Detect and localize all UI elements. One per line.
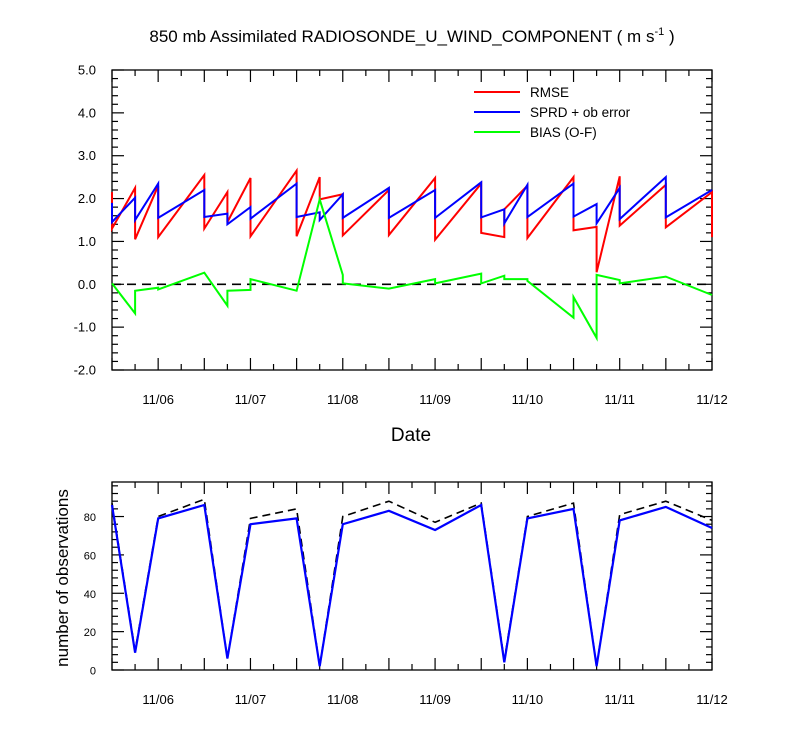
bottom-x-tick-label: 11/12: [696, 692, 728, 707]
top-legend: RMSE SPRD + ob error BIAS (O-F): [474, 85, 631, 140]
bottom-series-assimilated-line: [110, 503, 713, 667]
figure-title-superscript: -1: [654, 26, 664, 38]
bottom-y-axis-label: number of observations: [53, 489, 72, 667]
bottom-plot-frame: [111, 481, 713, 671]
top-x-tick-label: 11/09: [419, 392, 451, 407]
figure-title-end: ): [664, 27, 674, 46]
top-y-tick-label: -1.0: [74, 320, 96, 335]
legend-label: SPRD + ob error: [530, 105, 631, 120]
top-series-bias-o-f-line: [111, 195, 713, 342]
top-x-tick-label: 11/10: [512, 392, 544, 407]
top-y-tick-label: 4.0: [78, 105, 96, 120]
legend-label: BIAS (O-F): [530, 125, 597, 140]
top-panel: 11/06 11/07 11/08 11/09 11/10 11/11 11/12 -2.0 -…: [74, 63, 728, 408]
top-y-tick-label: 2.0: [78, 191, 96, 206]
top-x-tick-label: 11/08: [327, 392, 359, 407]
top-x-tick-label: 11/11: [604, 392, 635, 407]
top-series-sprd-ob-error-line: [111, 174, 713, 228]
figure-title: 850 mb Assimilated RADIOSONDE_U_WIND_COM…: [149, 26, 674, 46]
bottom-x-tick-label: 11/10: [512, 692, 544, 707]
top-series-rmse-line: [111, 167, 713, 273]
bottom-y-tick-label: 80: [84, 512, 96, 524]
bottom-y-tick-label: 0: [90, 666, 96, 678]
bottom-panel: 11/06 11/07 11/08 11/09 11/10 11/11 11/12 0 20 40…: [84, 481, 728, 707]
legend-label: RMSE: [530, 85, 569, 100]
top-y-tick-label: 5.0: [78, 63, 96, 78]
figure-title-main: 850 mb Assimilated RADIOSONDE_U_WIND_COM…: [149, 27, 654, 46]
top-x-tick-label: 11/06: [142, 392, 174, 407]
bottom-y-tick-label: 20: [84, 627, 96, 639]
bottom-series-possible-line: [111, 498, 713, 667]
bottom-x-tick-label: 11/09: [419, 692, 451, 707]
bottom-x-tick-label: 11/06: [142, 692, 174, 707]
top-x-tick-label: 11/12: [696, 392, 728, 407]
top-x-tick-label: 11/07: [235, 392, 267, 407]
top-y-tick-label: 0.0: [78, 277, 96, 292]
top-x-axis-label: Date: [391, 425, 431, 446]
bottom-y-tick-label: 40: [84, 589, 96, 601]
bottom-x-tick-label: 11/07: [235, 692, 267, 707]
top-y-tick-label: -2.0: [74, 363, 96, 378]
bottom-x-tick-label: 11/11: [604, 692, 635, 707]
bottom-x-tick-label: 11/08: [327, 692, 359, 707]
bottom-y-ticks: [112, 485, 712, 671]
top-y-tick-label: 3.0: [78, 148, 96, 163]
bottom-y-tick-label: 60: [84, 550, 96, 562]
bottom-x-ticks: [111, 482, 713, 670]
top-y-tick-label: 1.0: [78, 234, 96, 249]
top-x-ticks: [111, 70, 713, 370]
